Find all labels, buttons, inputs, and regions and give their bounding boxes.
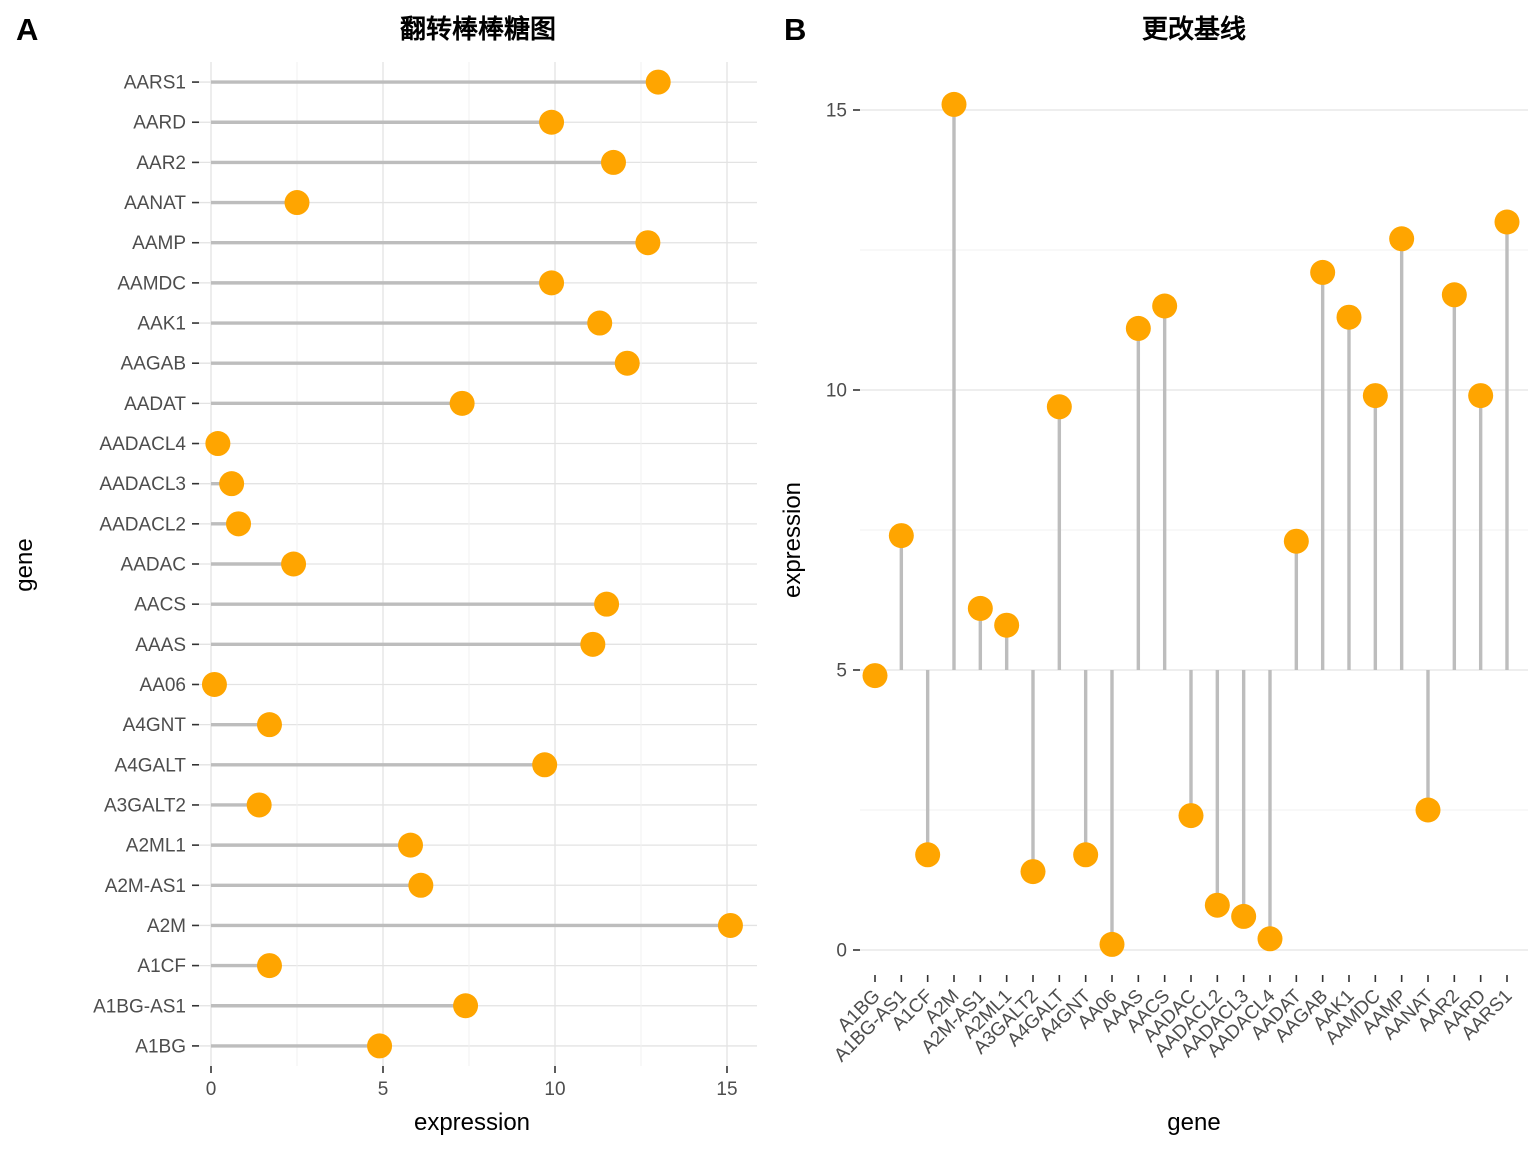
lollipop-dot (635, 230, 661, 256)
gene-label: AADAC (121, 555, 186, 576)
y-tick-label: 15 (826, 101, 847, 122)
x-tick-label: 5 (378, 1079, 389, 1100)
lollipop-dot (941, 91, 967, 117)
gene-label: AAMDC (117, 273, 186, 294)
lollipop-dot (449, 390, 475, 416)
lollipop-dot (205, 431, 231, 457)
gene-label: AACS (134, 595, 186, 616)
panel-a-yaxis-title: gene (11, 538, 38, 591)
lollipop-dot (256, 712, 282, 738)
panel-b-yaxis-title: expression (779, 482, 806, 598)
lollipop-dot (1441, 282, 1467, 308)
lollipop-dot (201, 671, 227, 697)
lollipop-dot (915, 842, 941, 868)
y-tick-label: 5 (836, 661, 847, 682)
lollipop-dot (539, 109, 565, 135)
gene-label: AAR2 (136, 153, 186, 174)
gene-label: A3GALT2 (104, 795, 186, 816)
lollipop-dot (1283, 528, 1309, 554)
lollipop-dot (1046, 394, 1072, 420)
lollipop-dot (281, 551, 307, 577)
lollipop-dot (614, 350, 640, 376)
lollipop-dot (594, 591, 620, 617)
lollipop-dot (994, 612, 1020, 638)
y-tick-label: 0 (836, 941, 847, 962)
lollipop-dot (408, 872, 434, 898)
x-tick-label: 0 (206, 1079, 217, 1100)
lollipop-dot (226, 511, 252, 537)
gene-label: AADACL2 (99, 514, 186, 535)
gene-label: A2M-AS1 (105, 876, 186, 897)
gene-label: AARD (133, 113, 186, 134)
lollipop-dot (967, 595, 993, 621)
gene-label: AARS1 (124, 73, 186, 94)
gene-label: A2M (147, 916, 186, 937)
gene-label: A1BG (135, 1036, 186, 1057)
lollipop-dot (587, 310, 613, 336)
lollipop-dot (1204, 892, 1230, 918)
panel-a-title: 翻转棒棒糖图 (400, 14, 556, 44)
lollipop-dot (532, 752, 558, 778)
lollipop-dot (398, 832, 424, 858)
lollipop-dot (256, 953, 282, 979)
panel-a-xaxis-title: expression (414, 1109, 530, 1136)
lollipop-dot (1231, 903, 1257, 929)
lollipop-dot (1310, 259, 1336, 285)
lollipop-dot (862, 663, 888, 689)
gene-label: AADAT (124, 394, 186, 415)
lollipop-dot (1494, 209, 1520, 235)
gene-label: AAAS (135, 635, 186, 656)
panel-b-tag: B (784, 12, 806, 47)
gene-label: AADACL4 (99, 434, 186, 455)
lollipop-dot (1415, 797, 1441, 823)
lollipop-dot (1073, 842, 1099, 868)
y-tick-label: 10 (826, 381, 847, 402)
gene-label: AAK1 (137, 314, 186, 335)
lollipop-dot (539, 270, 565, 296)
gene-label: A4GALT (115, 755, 187, 776)
lollipop-dot (1362, 383, 1388, 409)
panel-b-plot: 051015A1BGA1BG-AS1A1CFA2MA2M-AS1A2ML1A3G… (826, 91, 1528, 1066)
gene-label: A4GNT (123, 715, 187, 736)
gene-label: AADACL3 (99, 474, 186, 495)
lollipop-dot (367, 1033, 393, 1059)
lollipop-dot (1389, 226, 1415, 252)
lollipop-dot (888, 523, 914, 549)
lollipop-dot (219, 471, 245, 497)
lollipop-dot (600, 149, 626, 175)
gene-label: AANAT (124, 193, 186, 214)
gene-label: AAGAB (121, 354, 186, 375)
x-tick-label: 15 (716, 1079, 737, 1100)
lollipop-dot (645, 69, 671, 95)
panel-b-xaxis-title: gene (1167, 1109, 1220, 1136)
gene-label: A2ML1 (126, 836, 186, 857)
lollipop-dot (1020, 859, 1046, 885)
gene-label: A1BG-AS1 (93, 996, 186, 1017)
lollipop-dot (284, 190, 310, 216)
lollipop-dot (1257, 926, 1283, 952)
lollipop-dot (1178, 803, 1204, 829)
lollipop-dot (1099, 931, 1125, 957)
lollipop-dot (1152, 293, 1178, 319)
lollipop-dot (717, 912, 743, 938)
lollipop-dot (453, 993, 479, 1019)
panel-b-title: 更改基线 (1142, 14, 1246, 44)
gene-label: AA06 (140, 675, 186, 696)
gene-label: A1CF (137, 956, 186, 977)
panel-a-tag: A (16, 12, 38, 47)
panel-a-plot: AARS1 AARD AAR2 AANAT AAMP AAMDC AAK1 AAGAB AADA… (93, 62, 757, 1100)
lollipop-dot (1125, 315, 1151, 341)
x-tick-label: 10 (544, 1079, 565, 1100)
lollipop-dot (1468, 383, 1494, 409)
lollipop-dot (246, 792, 272, 818)
lollipop-dot (1336, 304, 1362, 330)
lollipop-dot (580, 631, 606, 657)
gene-label: AAMP (132, 233, 186, 254)
